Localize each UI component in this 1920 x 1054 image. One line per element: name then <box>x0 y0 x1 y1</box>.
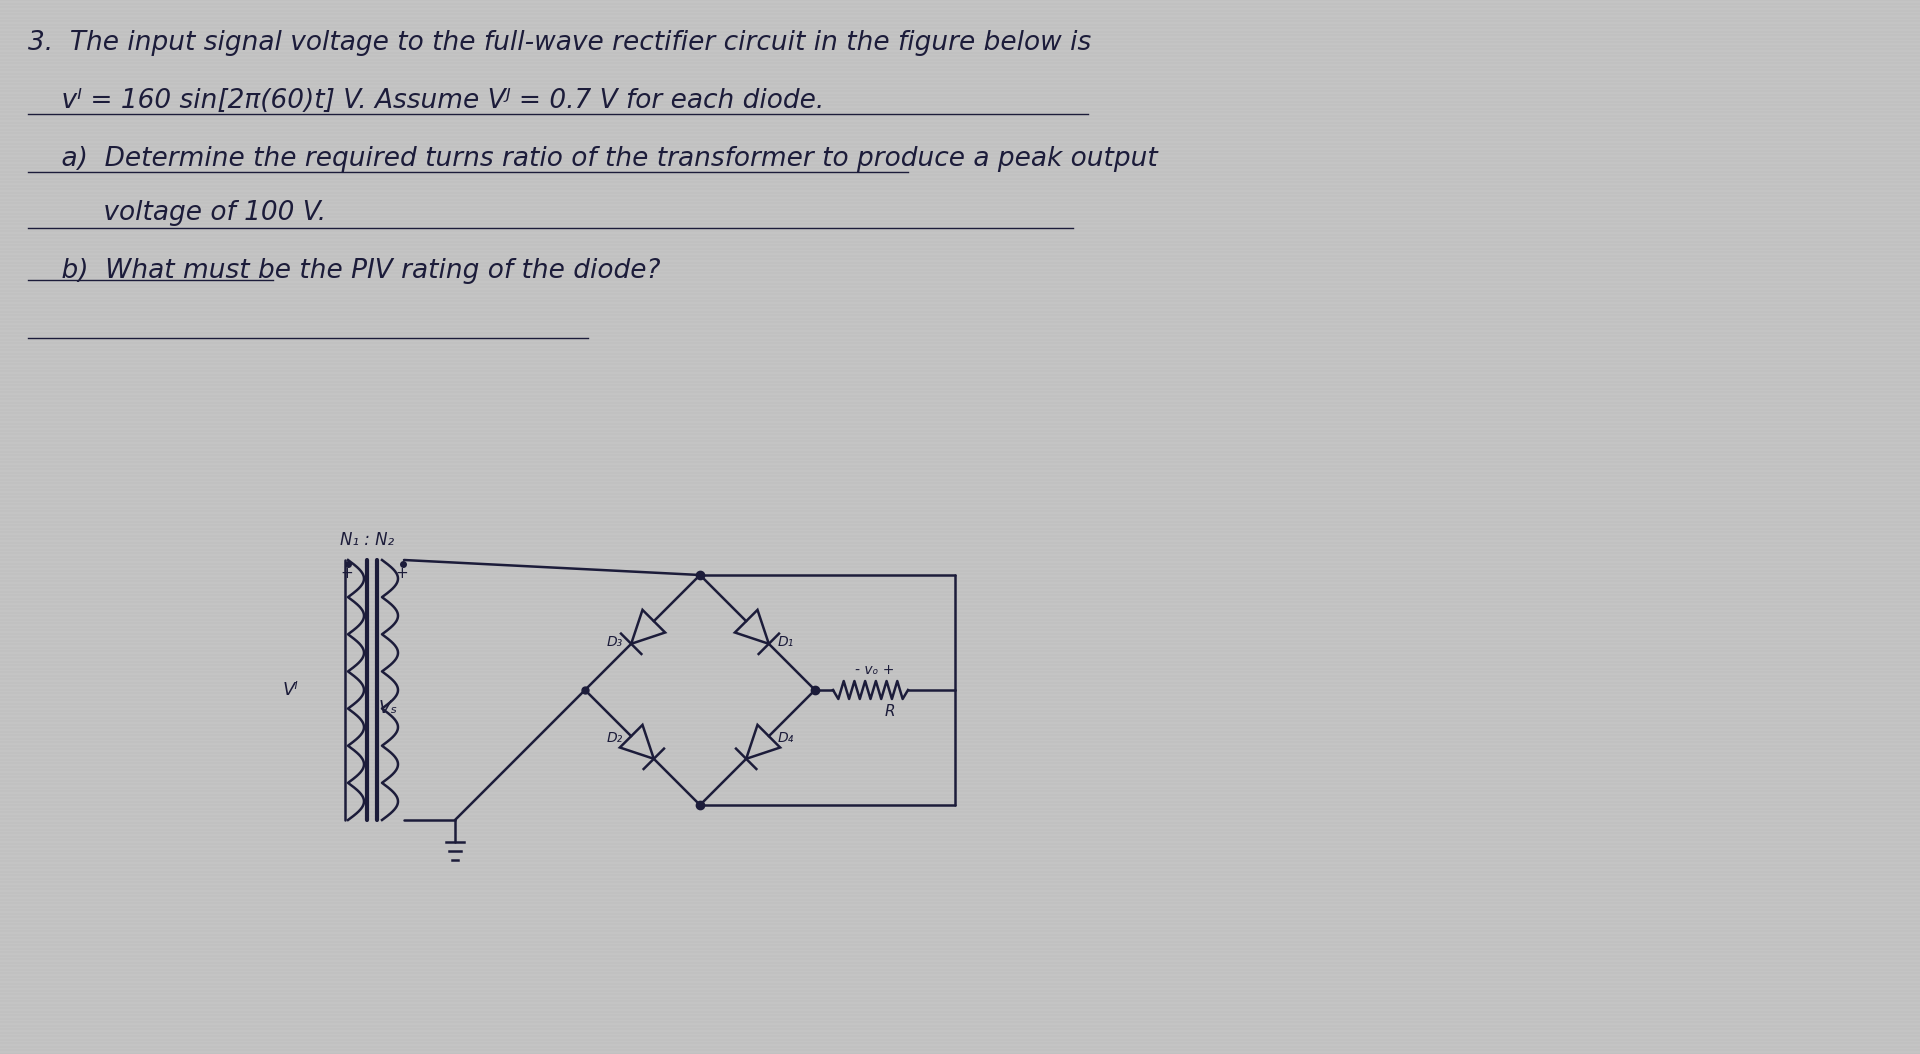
Text: 3.  The input signal voltage to the full-wave rectifier circuit in the figure be: 3. The input signal voltage to the full-… <box>29 30 1091 56</box>
Text: a)  Determine the required turns ratio of the transformer to produce a peak outp: a) Determine the required turns ratio of… <box>29 147 1158 172</box>
Text: D₃: D₃ <box>607 636 622 649</box>
Text: Vᴵ: Vᴵ <box>282 681 298 699</box>
Text: Vₛ: Vₛ <box>378 699 397 717</box>
Text: +: + <box>396 566 409 582</box>
Text: voltage of 100 V.: voltage of 100 V. <box>29 200 326 226</box>
Text: D₂: D₂ <box>607 730 622 744</box>
Text: R: R <box>885 704 895 720</box>
Text: - vₒ +: - vₒ + <box>854 663 895 677</box>
Text: b)  What must be the PIV rating of the diode?: b) What must be the PIV rating of the di… <box>29 258 660 284</box>
Text: D₁: D₁ <box>778 636 793 649</box>
Text: +: + <box>340 566 353 582</box>
Text: vᴵ = 160 sin[2π(60)t] V. Assume Vᴶ = 0.7 V for each diode.: vᴵ = 160 sin[2π(60)t] V. Assume Vᴶ = 0.7… <box>29 87 824 114</box>
Text: N₁ : N₂: N₁ : N₂ <box>340 531 394 549</box>
Text: D₄: D₄ <box>778 730 793 744</box>
